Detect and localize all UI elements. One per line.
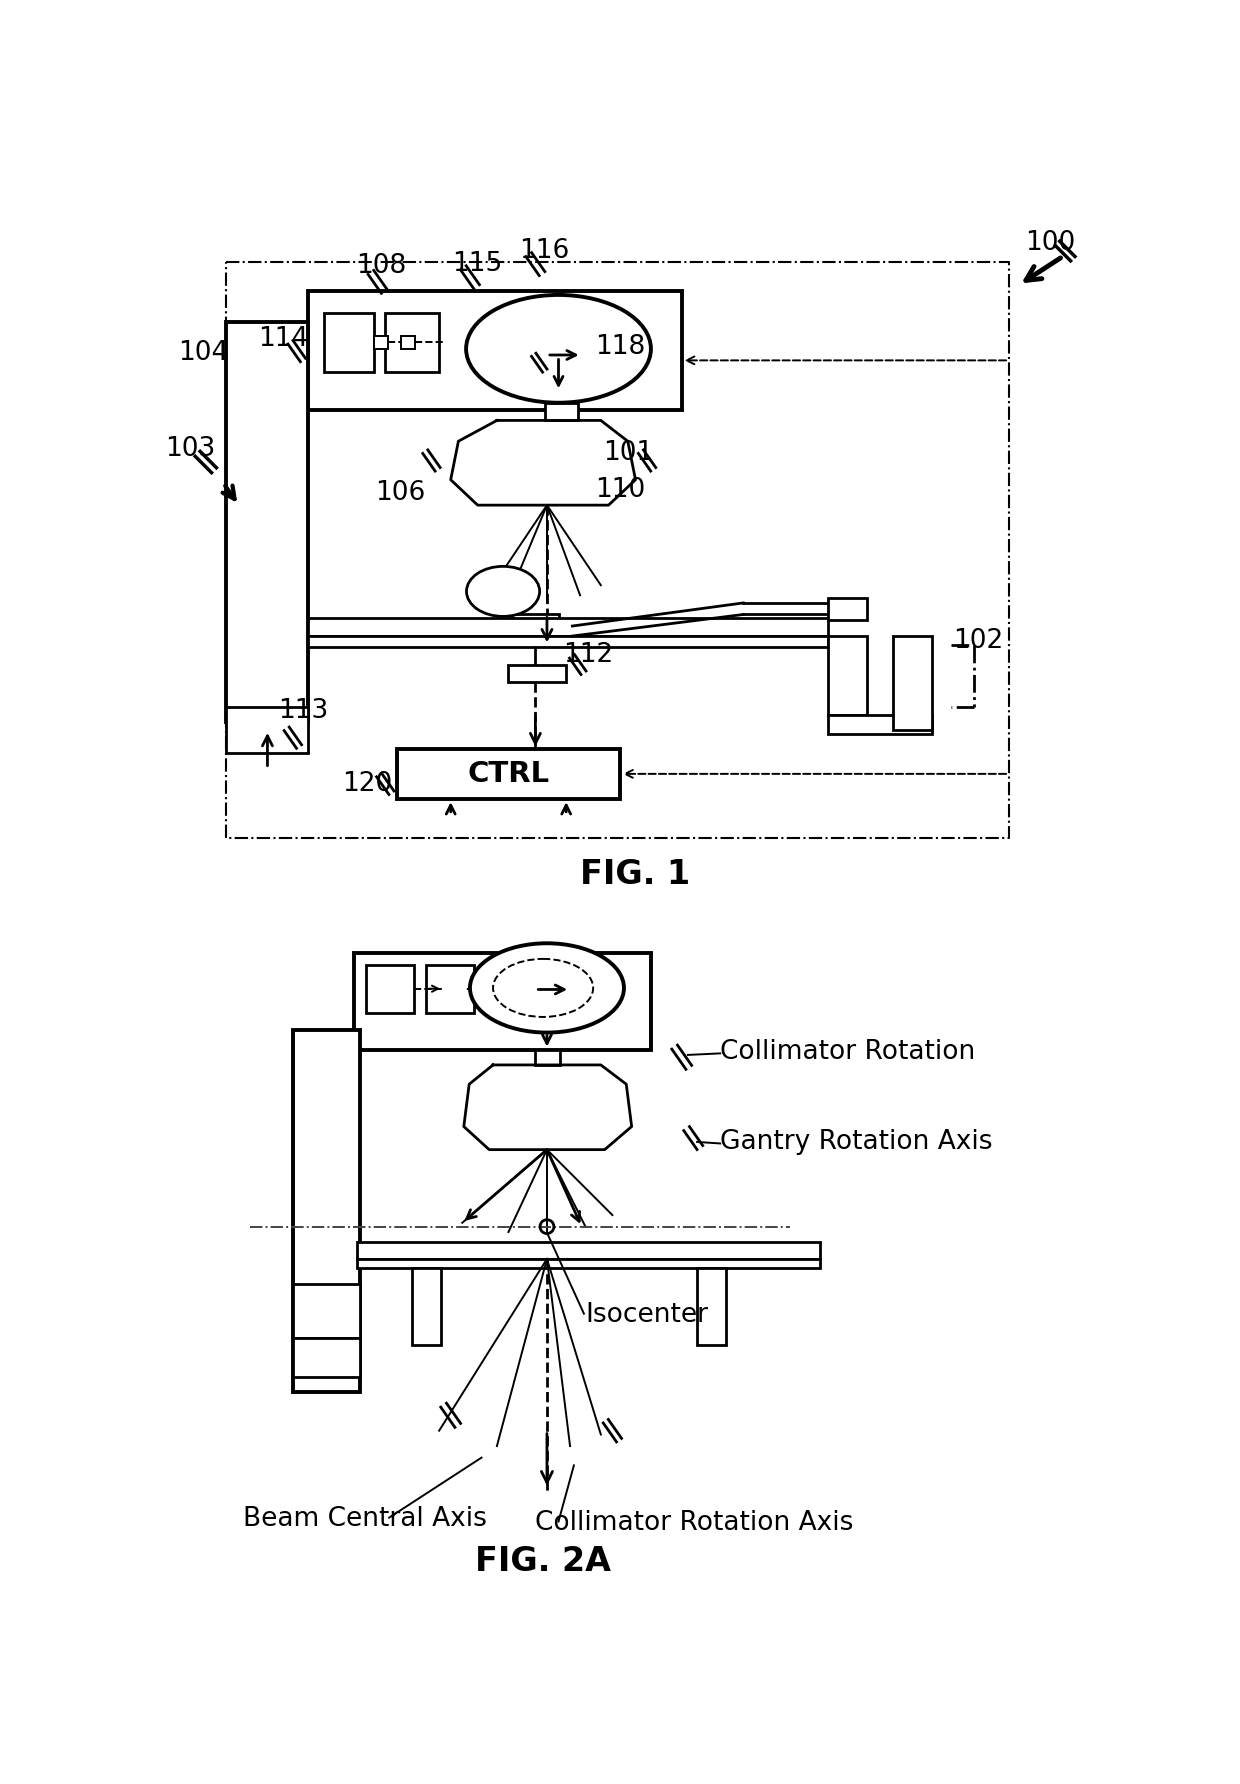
- Text: 102: 102: [954, 628, 1003, 655]
- Bar: [293, 1338, 360, 1377]
- Bar: [293, 1284, 360, 1338]
- Bar: [828, 637, 867, 715]
- Text: 115: 115: [453, 252, 502, 277]
- Bar: [523, 628, 547, 637]
- Bar: [546, 403, 578, 421]
- Text: 104: 104: [177, 339, 228, 366]
- Bar: [397, 749, 620, 799]
- Bar: [373, 335, 388, 350]
- Text: 108: 108: [356, 253, 407, 280]
- Text: 106: 106: [376, 480, 425, 507]
- Bar: [828, 598, 867, 619]
- Bar: [324, 312, 373, 371]
- Text: 118: 118: [595, 334, 645, 360]
- Text: Gantry Rotation Axis: Gantry Rotation Axis: [720, 1129, 993, 1154]
- Ellipse shape: [466, 294, 651, 403]
- Bar: [697, 1268, 727, 1345]
- Text: Collimator Rotation Axis: Collimator Rotation Axis: [536, 1509, 854, 1536]
- Text: CTRL: CTRL: [467, 760, 549, 789]
- Text: 100: 100: [1024, 230, 1075, 257]
- Text: 103: 103: [165, 435, 216, 462]
- Text: 114: 114: [258, 326, 308, 351]
- Ellipse shape: [466, 566, 539, 617]
- Bar: [386, 312, 439, 371]
- Text: Beam Central Axis: Beam Central Axis: [243, 1506, 486, 1532]
- Bar: [894, 637, 932, 730]
- Bar: [357, 1260, 821, 1268]
- Bar: [402, 335, 415, 350]
- Text: 110: 110: [595, 476, 645, 503]
- Bar: [366, 965, 414, 1013]
- Ellipse shape: [494, 960, 593, 1017]
- Bar: [293, 1031, 360, 1392]
- Bar: [309, 291, 682, 410]
- Bar: [309, 619, 828, 637]
- Bar: [357, 1242, 821, 1260]
- Text: 120: 120: [342, 771, 393, 797]
- Ellipse shape: [470, 944, 624, 1033]
- Text: 112: 112: [563, 642, 613, 667]
- Text: FIG. 1: FIG. 1: [580, 858, 691, 892]
- Bar: [427, 965, 474, 1013]
- Text: FIG. 2A: FIG. 2A: [475, 1545, 611, 1579]
- Bar: [508, 664, 567, 681]
- Bar: [412, 1268, 441, 1345]
- Bar: [536, 1049, 560, 1065]
- Text: 113: 113: [278, 698, 329, 724]
- Text: Isocenter: Isocenter: [585, 1302, 708, 1327]
- Text: Collimator Rotation: Collimator Rotation: [720, 1038, 976, 1065]
- Bar: [309, 637, 828, 648]
- Text: 116: 116: [520, 237, 569, 264]
- Bar: [828, 715, 932, 733]
- Bar: [226, 706, 309, 753]
- Text: 101: 101: [603, 441, 653, 466]
- Bar: [226, 321, 309, 723]
- Bar: [355, 953, 651, 1049]
- Bar: [512, 614, 558, 628]
